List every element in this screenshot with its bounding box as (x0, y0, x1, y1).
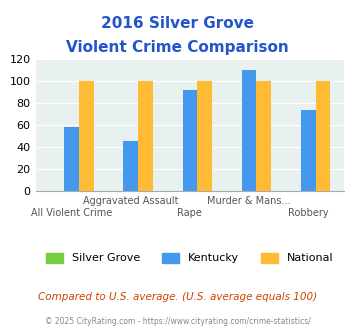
Bar (301, 110, 316, 191)
Bar (138, 82, 153, 191)
Bar (256, 82, 271, 191)
Text: 2016 Silver Grove: 2016 Silver Grove (101, 16, 254, 31)
Bar (242, 70, 256, 191)
Text: Compared to U.S. average. (U.S. average equals 100): Compared to U.S. average. (U.S. average … (38, 292, 317, 302)
Bar (316, 82, 330, 191)
Text: © 2025 CityRating.com - https://www.cityrating.com/crime-statistics/: © 2025 CityRating.com - https://www.city… (45, 317, 310, 326)
Bar (64, 126, 79, 191)
Bar (182, 90, 197, 191)
Text: Violent Crime Comparison: Violent Crime Comparison (66, 40, 289, 54)
Legend: Silver Grove, Kentucky, National: Silver Grove, Kentucky, National (41, 247, 339, 269)
Bar (197, 82, 212, 191)
Bar (124, 141, 138, 191)
Bar (79, 82, 94, 191)
